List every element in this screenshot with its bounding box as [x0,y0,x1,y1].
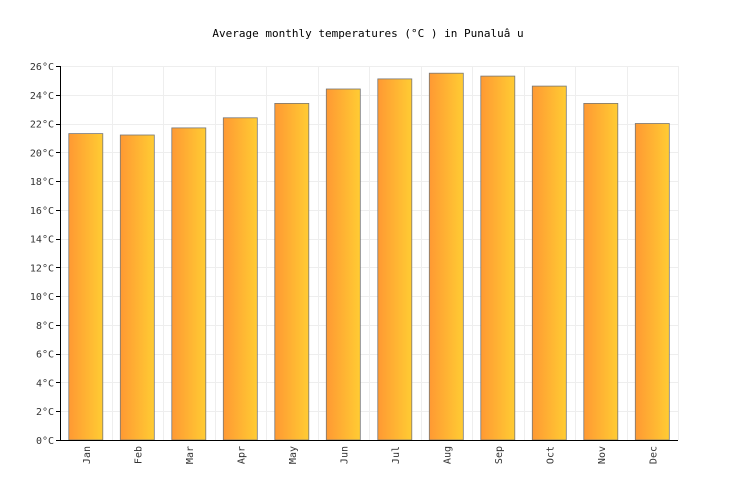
x-tick-label-jan: Jan [82,446,93,464]
y-tick-label: 0°C [36,436,54,447]
bar-dec [634,123,670,441]
y-tick-label: 12°C [30,263,54,274]
x-tick-label-jul: Jul [391,446,402,464]
y-tick-label: 4°C [36,378,54,389]
y-tick-label: 2°C [36,407,54,418]
y-tick-label: 24°C [30,91,54,102]
y-tick-labels: 0°C 2°C 4°C 6°C 8°C 10°C 12°C 14°C 16°C 18°C 20°C 2… [30,62,54,447]
x-tick-label-feb: Feb [133,446,144,464]
chart-title: Average monthly temperatures (°C ) in Pu… [212,27,524,40]
bar-nov [583,103,619,441]
bar-feb [119,134,155,441]
bar-sep [480,75,516,441]
bar-apr [222,117,258,441]
grid-lines [60,66,679,441]
y-tick-label: 22°C [30,120,54,131]
y-tick-label: 20°C [30,148,54,159]
x-tick-label-apr: Apr [236,446,247,464]
x-tick-label-dec: Dec [648,446,659,464]
x-tick-label-jun: Jun [339,446,350,464]
axes [56,66,678,441]
bar-jul [377,78,413,441]
x-tick-label-mar: Mar [185,446,196,464]
y-tick-label: 16°C [30,206,54,217]
bar-oct [531,85,567,441]
y-tick-label: 18°C [30,177,54,188]
y-tick-label: 6°C [36,350,54,361]
bar-aug [428,72,464,441]
y-tick-label: 8°C [36,321,54,332]
bar-may [274,103,310,441]
y-tick-label: 10°C [30,292,54,303]
y-tick-label: 14°C [30,235,54,246]
bar-jan [68,133,104,441]
x-tick-label-aug: Aug [442,446,453,464]
x-tick-labels: Jan Feb Mar Apr May Jun Jul Aug Sep Oct Nov Dec [82,446,659,464]
x-tick-label-oct: Oct [545,446,556,464]
y-tick-label: 26°C [30,62,54,73]
bar-mar [171,127,207,441]
bars [68,72,670,441]
x-tick-label-nov: Nov [597,446,608,464]
x-tick-label-sep: Sep [494,446,505,464]
x-tick-label-may: May [288,446,299,464]
bar-jun [325,88,361,441]
